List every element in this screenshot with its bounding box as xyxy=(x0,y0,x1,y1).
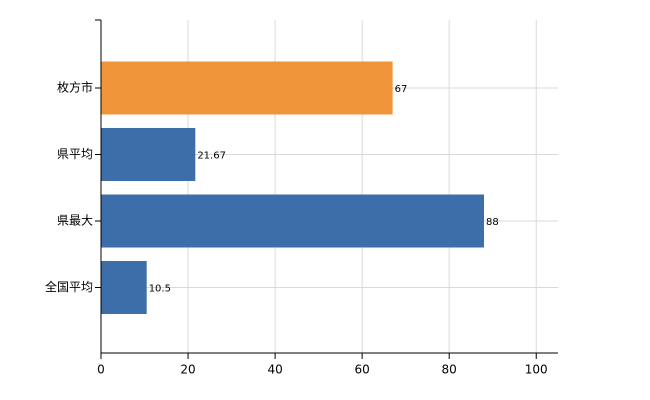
y-tick-label: 枚方市 xyxy=(57,80,93,95)
y-tick-label: 県最大 xyxy=(57,214,93,228)
y-tick-label: 全国平均 xyxy=(45,279,93,294)
y-tick-label: 県平均 xyxy=(57,147,93,161)
x-tick-label: 80 xyxy=(442,363,457,377)
bar xyxy=(101,194,485,248)
bar xyxy=(101,128,196,181)
x-tick-label: 60 xyxy=(355,363,370,377)
x-tick-label: 20 xyxy=(180,363,195,377)
x-tick-label: 100 xyxy=(525,363,548,377)
bar xyxy=(101,61,393,115)
value-label: 21.67 xyxy=(197,151,226,162)
x-tick-label: 0 xyxy=(97,363,105,377)
value-label: 10.5 xyxy=(149,284,171,295)
x-tick-label: 40 xyxy=(267,363,282,377)
bar xyxy=(101,261,147,314)
value-label: 67 xyxy=(395,84,408,95)
value-label: 88 xyxy=(486,217,499,228)
